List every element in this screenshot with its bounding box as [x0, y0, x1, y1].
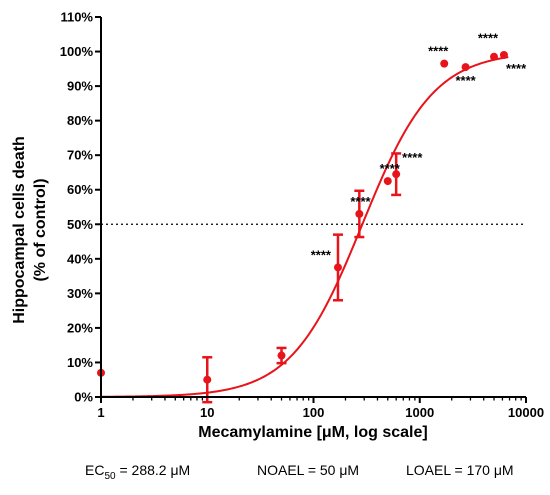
- y-axis-ticks: 0% 10% 20% 30% 40% 50% 60% 70% 80% 90% 100% 110%: [60, 10, 101, 405]
- y-tick-label: 100%: [60, 44, 94, 59]
- y-tick-label: 40%: [67, 251, 93, 266]
- significance-label: ****: [350, 194, 371, 209]
- significance-label: ****: [380, 161, 401, 176]
- y-tick-label: 110%: [60, 10, 93, 25]
- x-tick-label: 1000: [405, 405, 434, 420]
- loael-annotation: LOAEL = 170 μM: [406, 462, 514, 478]
- y-tick-label: 90%: [67, 79, 93, 94]
- data-point: [499, 51, 508, 59]
- error-bars: [202, 152, 402, 404]
- significance-label: ****: [478, 31, 499, 46]
- y-tick-label: 0%: [74, 390, 93, 405]
- ec50-subscript: 50: [104, 470, 116, 482]
- data-point: [392, 170, 401, 179]
- x-tick-label: 1: [97, 405, 104, 420]
- ec50-annotation: EC50 = 288.2 μM: [85, 462, 190, 482]
- y-tick-label: 50%: [67, 217, 93, 232]
- ec50-label: EC: [85, 462, 105, 478]
- y-axis-title-line1: Hippocampal cells death: [11, 136, 28, 324]
- significance-label: ****: [428, 44, 449, 59]
- x-axis-title: Mecamylamine [μM, log scale]: [198, 424, 427, 441]
- ec50-value: = 288.2 μM: [115, 462, 191, 478]
- y-tick-label: 30%: [67, 286, 93, 301]
- data-point: [440, 59, 449, 68]
- x-axis-ticks: 1 10 100 1000 10000: [97, 397, 544, 420]
- noael-annotation: NOAEL = 50 μM: [257, 462, 360, 478]
- y-tick-label: 70%: [67, 148, 93, 163]
- significance-label: ****: [311, 247, 332, 262]
- x-tick-label: 10000: [508, 405, 544, 420]
- data-point: [333, 263, 342, 272]
- y-tick-label: 80%: [67, 113, 93, 128]
- data-point: [490, 52, 499, 61]
- y-tick-label: 10%: [67, 355, 93, 370]
- sigmoid-fit-curve: [100, 56, 509, 398]
- data-points: [97, 51, 508, 384]
- significance-labels: ********************************: [311, 31, 527, 263]
- x-tick-label: 100: [303, 405, 325, 420]
- significance-label: ****: [402, 150, 423, 165]
- data-point: [461, 63, 470, 72]
- y-tick-label: 20%: [67, 320, 93, 335]
- y-axis-title-line2: (% of control): [32, 178, 49, 281]
- data-point: [277, 351, 286, 360]
- significance-label: ****: [506, 61, 527, 76]
- data-point: [203, 375, 212, 384]
- y-tick-label: 60%: [67, 182, 93, 197]
- data-point: [383, 177, 392, 186]
- data-point: [355, 209, 364, 218]
- significance-label: ****: [455, 73, 476, 88]
- x-tick-label: 10: [200, 405, 214, 420]
